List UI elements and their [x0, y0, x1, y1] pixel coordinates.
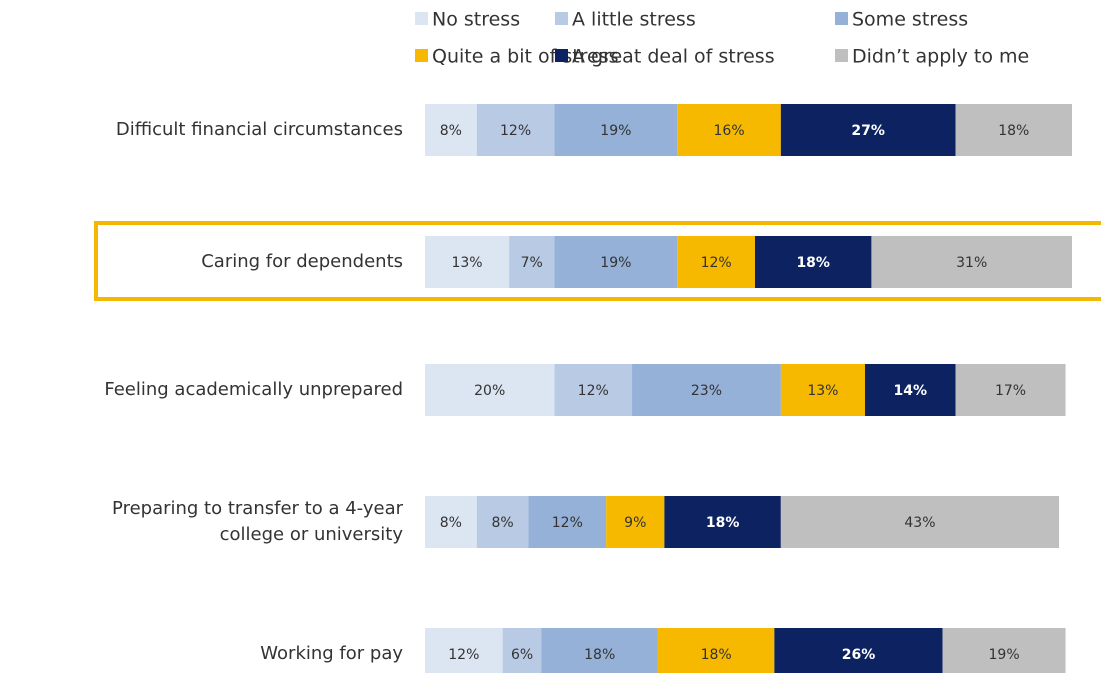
- bar-segment: [780, 364, 865, 416]
- value-label: 23%: [691, 383, 722, 399]
- bar-segment: [677, 104, 781, 156]
- value-label: 12%: [701, 255, 732, 271]
- bar-segment: [780, 496, 1060, 548]
- value-label: 18%: [998, 123, 1029, 139]
- value-label: 18%: [701, 647, 732, 663]
- bar-segment: [425, 628, 503, 673]
- value-label: 12%: [448, 647, 479, 663]
- legend-swatch: [555, 12, 568, 25]
- bar-segment: [606, 496, 665, 548]
- category-label: Preparing to transfer to a 4-year colleg…: [112, 498, 403, 545]
- legend-swatch: [415, 49, 428, 62]
- bar-segment: [657, 628, 775, 673]
- value-label: 6%: [511, 647, 533, 663]
- bar-segment: [509, 236, 555, 288]
- legend-swatch: [555, 49, 568, 62]
- value-label: 8%: [492, 515, 514, 531]
- bar-segment: [554, 364, 633, 416]
- legend-swatch: [415, 12, 428, 25]
- value-label: 19%: [600, 123, 631, 139]
- value-label: 12%: [578, 383, 609, 399]
- value-label: 13%: [807, 383, 838, 399]
- value-label: 18%: [706, 515, 740, 531]
- bar-segment: [476, 496, 529, 548]
- legend-label: A great deal of stress: [572, 46, 775, 68]
- bar-segment: [425, 104, 477, 156]
- bar-segment: [864, 364, 956, 416]
- value-label: 17%: [995, 383, 1026, 399]
- value-label: 26%: [842, 647, 876, 663]
- bar-segment: [774, 628, 943, 673]
- value-label: 12%: [500, 123, 531, 139]
- category-label: Feeling academically unprepared: [104, 379, 403, 400]
- bar-segment: [541, 628, 658, 673]
- value-label: 18%: [796, 255, 830, 271]
- bar-segment: [942, 628, 1066, 673]
- legend-label: A little stress: [572, 9, 696, 31]
- legend-label: Quite a bit of stress: [432, 46, 619, 68]
- bar-segment: [502, 628, 542, 673]
- category-label: Caring for dependents: [201, 251, 403, 272]
- bar-segment: [677, 236, 755, 288]
- bar-segment: [955, 104, 1072, 156]
- value-label: 16%: [714, 123, 745, 139]
- legend-swatch: [835, 49, 848, 62]
- value-label: 43%: [904, 515, 935, 531]
- value-label: 8%: [440, 515, 462, 531]
- bar-segment: [871, 236, 1072, 288]
- value-label: 19%: [989, 647, 1020, 663]
- bar-segment: [632, 364, 781, 416]
- legend-label: Some stress: [852, 9, 968, 31]
- bar-segment: [425, 236, 510, 288]
- bar-segment: [425, 364, 555, 416]
- bar-segment: [554, 236, 678, 288]
- bar-segment: [780, 104, 956, 156]
- legend-label: Didn’t apply to me: [852, 46, 1029, 68]
- value-label: 20%: [474, 383, 505, 399]
- bar-segment: [425, 496, 477, 548]
- value-label: 14%: [893, 383, 927, 399]
- value-label: 12%: [552, 515, 583, 531]
- bar-segment: [664, 496, 781, 548]
- value-label: 8%: [440, 123, 462, 139]
- highlight-box: [94, 221, 1101, 301]
- bar-segment: [476, 104, 555, 156]
- bar-segment: [754, 236, 872, 288]
- value-label: 7%: [521, 255, 543, 271]
- value-label: 27%: [851, 123, 885, 139]
- value-label: 31%: [956, 255, 987, 271]
- value-label: 13%: [451, 255, 482, 271]
- value-label: 19%: [600, 255, 631, 271]
- legend-label: No stress: [432, 9, 520, 31]
- bar-segment: [528, 496, 607, 548]
- category-label: Difficult financial circumstances: [115, 119, 403, 140]
- value-label: 9%: [624, 515, 646, 531]
- bar-segment: [955, 364, 1066, 416]
- value-label: 18%: [584, 647, 615, 663]
- category-label: Working for pay: [260, 643, 403, 664]
- bar-segment: [554, 104, 678, 156]
- legend-swatch: [835, 12, 848, 25]
